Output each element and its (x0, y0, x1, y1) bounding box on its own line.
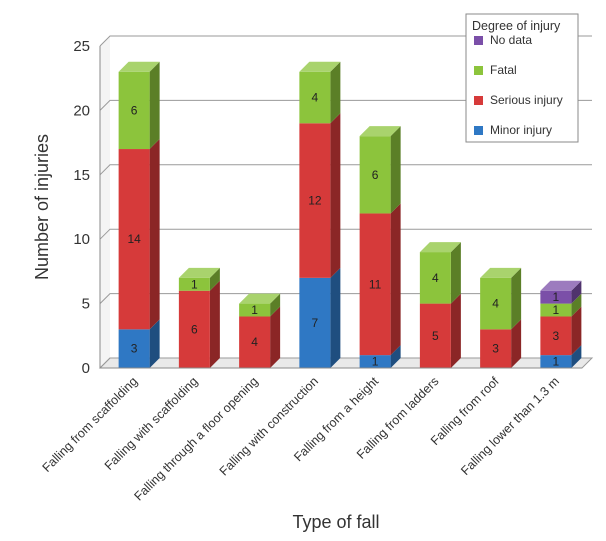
bar-segment: 12 (299, 113, 341, 278)
bar-segment: 4 (299, 61, 341, 124)
bar-segment: 1 (178, 267, 220, 291)
gridline (99, 164, 592, 176)
bar-stack: 61 (178, 267, 220, 368)
bar-segment: 1 (359, 345, 401, 369)
x-category-label: Falling through a floor opening (131, 374, 260, 503)
data-label: 4 (492, 297, 499, 311)
data-label: 4 (312, 91, 319, 105)
bar-segment: 1 (540, 280, 582, 304)
legend-swatch (474, 126, 483, 135)
bar-segment: 5 (419, 293, 461, 368)
bar-segment: 7 (299, 267, 341, 368)
y-axis-title: Number of injuries (32, 134, 52, 280)
y-tick-labels: 0 5 10 15 20 25 (73, 38, 90, 377)
data-label: 1 (553, 303, 560, 317)
bar-segment: 4 (419, 242, 461, 304)
data-label: 4 (432, 271, 439, 285)
legend-entry: No data (490, 33, 532, 47)
bar-segment: 3 (118, 319, 160, 368)
data-label: 1 (372, 355, 379, 369)
y-tick-label: 20 (73, 102, 90, 119)
data-label: 5 (432, 329, 439, 343)
data-label: 6 (372, 168, 379, 182)
data-label: 1 (553, 290, 560, 304)
legend-swatch (474, 66, 483, 75)
bar-segment: 3 (480, 319, 522, 368)
data-label: 1 (191, 277, 198, 291)
legend-entry: Fatal (490, 63, 517, 77)
bar-segment: 1 (540, 293, 582, 317)
gridline (99, 228, 592, 240)
data-label: 3 (131, 342, 138, 356)
legend-entry: Minor injury (490, 123, 552, 137)
bar-segment: 6 (178, 280, 220, 368)
y-tick-label: 0 (82, 360, 90, 377)
bar-stack: 7 12 4 (299, 61, 341, 368)
y-tick-label: 25 (73, 38, 90, 55)
data-label: 7 (312, 316, 319, 330)
axes (99, 46, 582, 369)
bar-segment: 4 (480, 267, 522, 330)
y-tick-label: 5 (82, 296, 90, 313)
data-label: 12 (308, 194, 322, 208)
legend-entry: Serious injury (490, 93, 563, 107)
bar-segment: 3 (540, 306, 582, 356)
legend-box (465, 13, 579, 143)
data-label: 3 (553, 329, 560, 343)
gridline (99, 35, 592, 47)
x-category-label: Falling from scaffolding (40, 374, 141, 475)
data-label: 1 (553, 355, 560, 369)
data-label: 14 (127, 232, 141, 246)
bar-stack: 41 (239, 293, 281, 368)
x-axis-title: Type of fall (292, 512, 379, 532)
bar-segment: 1 (540, 345, 582, 369)
bar-stack: 34 (480, 267, 522, 368)
legend-swatch (474, 36, 483, 45)
data-label: 11 (369, 277, 382, 291)
bar-stack: 54 (419, 242, 461, 368)
x-category-label: Falling with construction (217, 374, 321, 478)
data-label: 3 (492, 342, 499, 356)
data-label: 1 (251, 303, 258, 317)
side-wall (100, 36, 110, 368)
bar-segment: 14 (118, 139, 160, 330)
data-label: 6 (191, 322, 198, 336)
y-tick-label: 15 (73, 167, 90, 184)
legend-swatch (474, 96, 483, 105)
bar-stack: 3 14 6 (118, 61, 160, 368)
bar-segment: 6 (118, 61, 160, 150)
data-label: 6 (131, 103, 138, 117)
bar-segment: 4 (239, 306, 281, 368)
bar-segment: 11 (359, 203, 401, 356)
y-tick-label: 10 (73, 231, 90, 248)
bar-segment: 6 (359, 126, 401, 214)
bar-segment: 1 (239, 293, 281, 317)
legend-title: Degree of injury (472, 19, 561, 33)
x-category-label: Falling lower than 1.3 m (458, 374, 562, 478)
gridline (99, 99, 592, 111)
data-label: 4 (251, 335, 258, 349)
